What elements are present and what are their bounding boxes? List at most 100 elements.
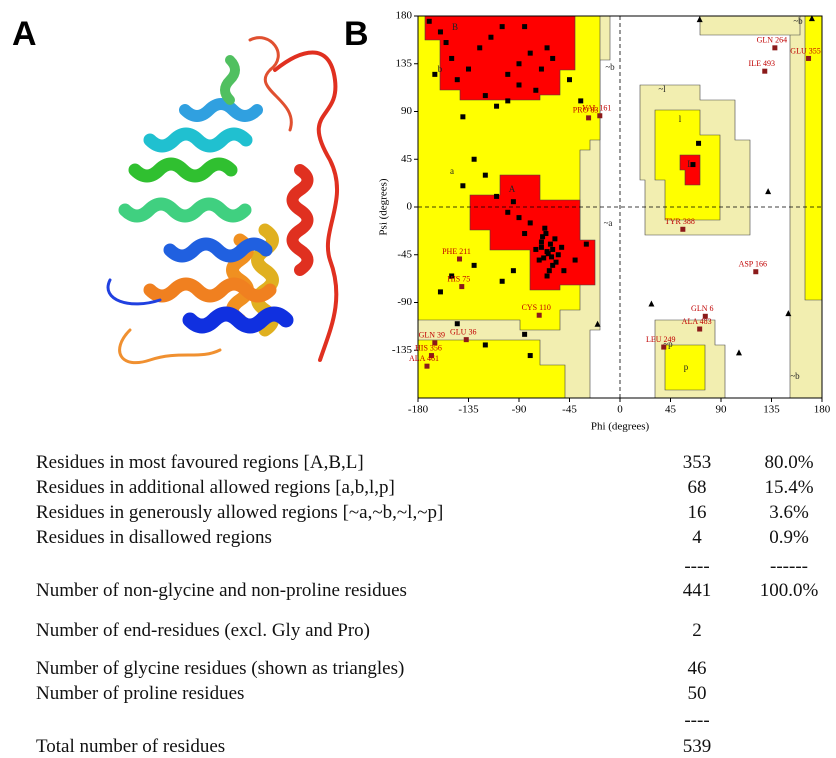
residue-point xyxy=(548,242,553,247)
residue-point xyxy=(554,260,559,265)
protein-cartoon xyxy=(108,38,337,363)
x-tick-label: 45 xyxy=(665,404,677,416)
table-label: Residues in generously allowed regions [… xyxy=(36,502,443,524)
table-label: Number of end-residues (excl. Gly and Pr… xyxy=(36,620,370,642)
x-tick-label: -90 xyxy=(512,404,527,416)
residue-point xyxy=(545,45,550,50)
outlier-label: CYS 110 xyxy=(522,303,551,312)
residue-point xyxy=(522,231,527,236)
residue-point xyxy=(550,247,555,252)
panel-label: A xyxy=(12,15,37,53)
table-count: 2 xyxy=(692,620,702,642)
outlier-point xyxy=(661,345,666,350)
residue-point xyxy=(559,245,564,250)
residue-point xyxy=(567,77,572,82)
residue-point xyxy=(511,268,516,273)
residue-point xyxy=(556,252,561,257)
outlier-label: ALA 483 xyxy=(682,317,712,326)
table-percent: 15.4% xyxy=(764,477,813,499)
outlier-label: HIS 356 xyxy=(415,343,442,352)
outlier-point xyxy=(464,337,469,342)
outlier-point xyxy=(762,69,767,74)
residue-point xyxy=(533,88,538,93)
residue-point xyxy=(549,254,554,259)
residue-point xyxy=(541,255,546,260)
residue-point xyxy=(528,353,533,358)
residue-point xyxy=(472,263,477,268)
residue-point xyxy=(460,114,465,119)
residue-point xyxy=(494,194,499,199)
outlier-point xyxy=(697,327,702,332)
table-count: 16 xyxy=(688,502,707,524)
region-label: ~b xyxy=(605,62,615,72)
outlier-point xyxy=(537,313,542,318)
outlier-label: GLU 36 xyxy=(450,327,476,336)
outlier-label: ASP 166 xyxy=(739,260,767,269)
residue-point xyxy=(517,82,522,87)
residue-point xyxy=(533,247,538,252)
outlier-label: GLN 264 xyxy=(757,36,787,45)
residue-point xyxy=(505,98,510,103)
residue-point xyxy=(500,24,505,29)
residue-point xyxy=(540,234,545,239)
table-count: 441 xyxy=(683,580,712,602)
table-count: 4 xyxy=(692,527,702,549)
region-label: p xyxy=(684,362,689,372)
table-percent: 100.0% xyxy=(760,580,819,602)
region-label: b xyxy=(438,64,443,74)
residue-point xyxy=(483,342,488,347)
residue-point xyxy=(528,220,533,225)
x-tick-label: 0 xyxy=(617,404,623,416)
table-percent: 80.0% xyxy=(764,452,813,474)
outlier-point xyxy=(680,227,685,232)
residue-point xyxy=(438,289,443,294)
outlier-point xyxy=(424,364,429,369)
x-tick-label: 90 xyxy=(716,404,728,416)
x-tick-label: -135 xyxy=(458,404,479,416)
residue-point xyxy=(511,199,516,204)
residue-point xyxy=(449,56,454,61)
residue-point xyxy=(455,77,460,82)
table-label: Residues in disallowed regions xyxy=(36,527,272,549)
residue-point xyxy=(477,45,482,50)
residue-point xyxy=(537,258,542,263)
region-label: B xyxy=(452,22,458,32)
x-tick-label: -180 xyxy=(408,404,429,416)
residue-point xyxy=(517,61,522,66)
outlier-label: HIS 75 xyxy=(447,274,470,283)
table-count: ---- xyxy=(684,710,709,732)
x-tick-label: -45 xyxy=(562,404,577,416)
residue-point xyxy=(522,24,527,29)
residue-point xyxy=(517,215,522,220)
residue-point xyxy=(460,183,465,188)
residue-point xyxy=(505,210,510,215)
y-tick-label: -90 xyxy=(397,296,412,308)
residue-point xyxy=(472,157,477,162)
y-tick-label: 45 xyxy=(401,153,413,165)
table-percent: ------ xyxy=(770,556,808,578)
outlier-point xyxy=(806,56,811,61)
residue-point xyxy=(539,245,544,250)
y-axis-label: Psi (degrees) xyxy=(378,178,390,235)
region-label: a xyxy=(450,166,454,176)
residue-point xyxy=(573,258,578,263)
table-label: Number of non-glycine and non-proline re… xyxy=(36,580,407,602)
outlier-label: PRO 83 xyxy=(573,106,599,115)
table-label: Number of glycine residues (shown as tri… xyxy=(36,658,404,680)
outlier-point xyxy=(772,45,777,50)
x-axis-label: Phi (degrees) xyxy=(591,421,650,433)
residue-point xyxy=(444,40,449,45)
residue-point xyxy=(494,104,499,109)
residue-point xyxy=(455,321,460,326)
residue-point xyxy=(432,72,437,77)
residue-point xyxy=(427,19,432,24)
table-count: 353 xyxy=(683,452,712,474)
table-label: Number of proline residues xyxy=(36,683,244,705)
residue-point xyxy=(539,240,544,245)
table-percent: 3.6% xyxy=(769,502,809,524)
residue-point xyxy=(438,29,443,34)
residue-point xyxy=(483,93,488,98)
residue-point xyxy=(528,51,533,56)
outlier-label: TYR 388 xyxy=(665,217,695,226)
panel-label: B xyxy=(344,15,369,53)
